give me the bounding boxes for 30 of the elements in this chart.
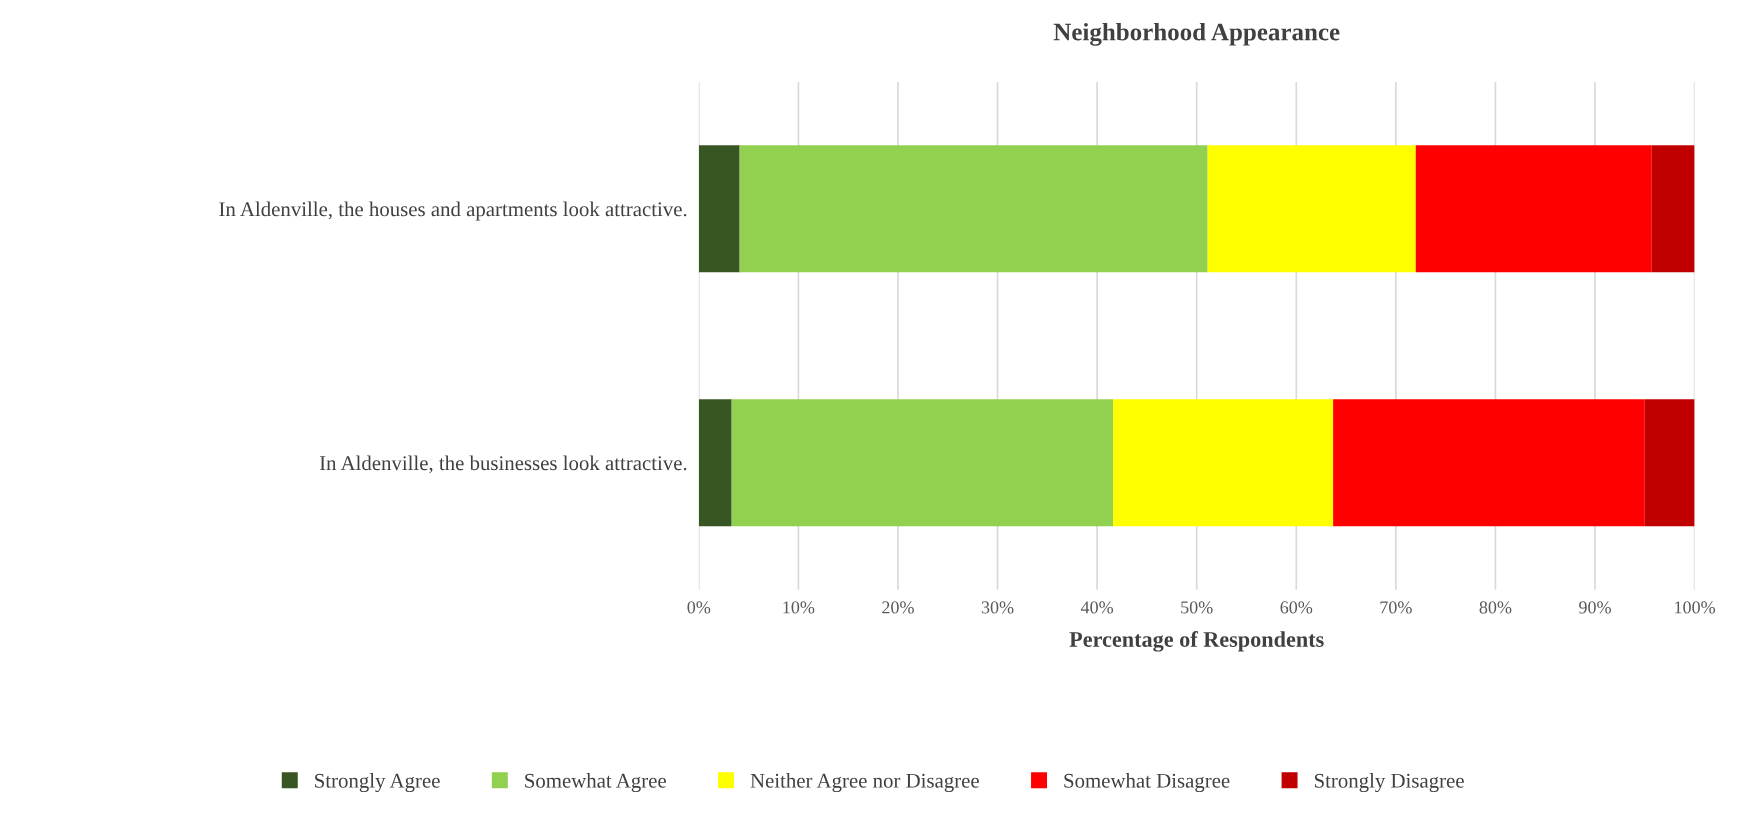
- legend-label: Neither Agree nor Disagree: [750, 773, 979, 793]
- legend-label: Strongly Disagree: [1314, 773, 1464, 793]
- legend-label: Somewhat Agree: [525, 773, 666, 793]
- bar: [1415, 145, 1652, 273]
- bar: [739, 145, 1208, 273]
- x-tick-label: 60%: [1280, 601, 1313, 614]
- bar: [698, 399, 732, 527]
- x-tick-label: 50%: [1181, 601, 1213, 614]
- x-tick-label: 10%: [783, 601, 815, 614]
- x-tick-label: 80%: [1479, 601, 1512, 614]
- bar: [1207, 145, 1416, 273]
- chart-title: Neighborhood Appearance: [1053, 22, 1340, 46]
- x-tick-label: 90%: [1579, 601, 1611, 614]
- x-axis-title: Percentage of Respondents: [1069, 631, 1324, 652]
- x-tick-label: 70%: [1380, 601, 1412, 614]
- legend-label: Strongly Agree: [315, 773, 440, 793]
- legend-label: Somewhat Disagree: [1064, 773, 1230, 793]
- bar: [731, 399, 1114, 527]
- bar: [1644, 399, 1695, 527]
- y-tick-label: In Aldenville, the businesses look attractive.: [319, 455, 687, 474]
- y-tick-label: In Aldenville, the houses and apartments look attractive.: [219, 201, 687, 221]
- bar: [1651, 145, 1695, 273]
- bar: [1333, 399, 1645, 527]
- bar: [698, 145, 740, 273]
- x-tick-label: 40%: [1080, 601, 1114, 614]
- x-tick-label: 0%: [687, 601, 711, 614]
- x-tick-label: 20%: [882, 601, 914, 614]
- bar: [1113, 399, 1334, 527]
- x-tick-label: 100%: [1675, 601, 1716, 614]
- x-tick-label: 30%: [981, 601, 1014, 614]
